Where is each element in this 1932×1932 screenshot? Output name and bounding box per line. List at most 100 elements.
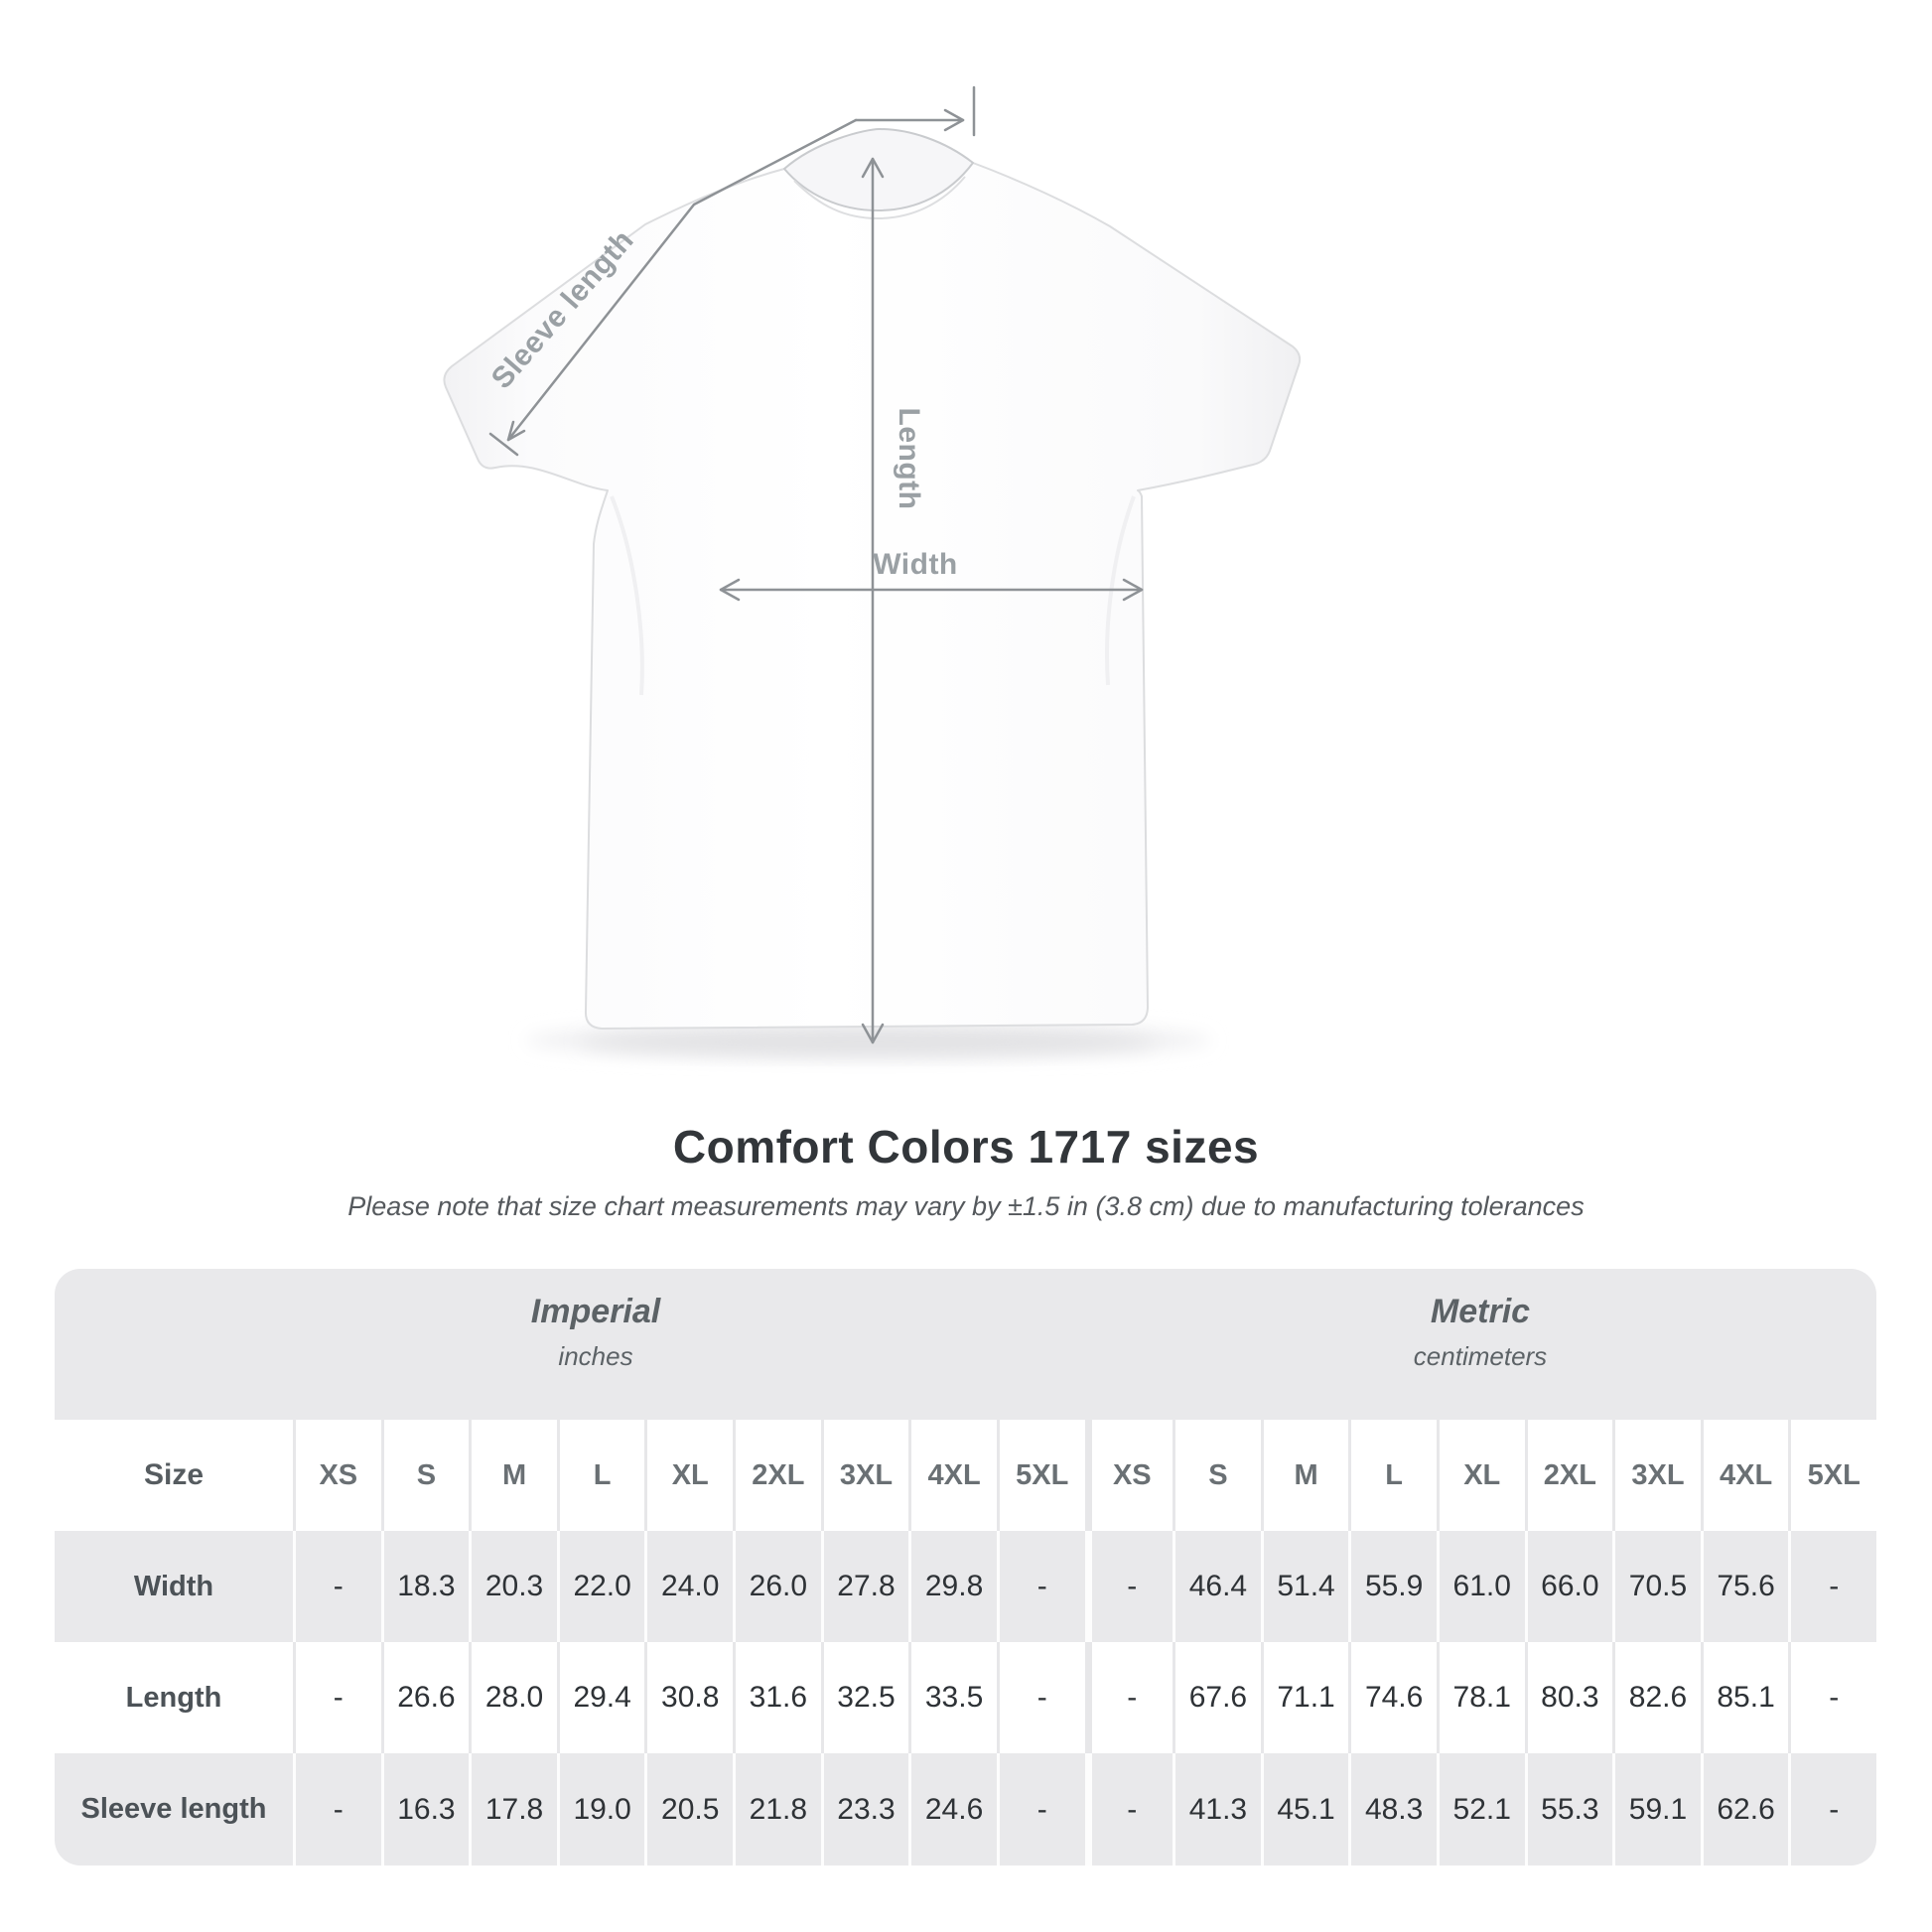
size-header: S [383,1420,470,1531]
table-cell: 70.5 [1615,1531,1701,1642]
length-measure: Length [861,157,925,1044]
width-label: Width [873,548,958,581]
table-cell: - [999,1753,1085,1865]
table-row-width: Width - 18.3 20.3 22.0 24.0 26.0 27.8 29… [55,1531,1876,1642]
table-cell: 32.5 [823,1642,909,1753]
metric-label: Metric [1430,1293,1531,1330]
shirt-shadow-inner [581,1031,1157,1054]
table-cell: 71.1 [1263,1642,1349,1753]
size-header: 4XL [1703,1420,1789,1531]
table-cell: 52.1 [1439,1753,1525,1865]
collar-stitch [793,176,966,220]
unit-header-band: Imperial inches Metric centimeters [55,1269,1876,1420]
table-cell: 75.6 [1703,1531,1789,1642]
table-cell: 29.8 [911,1531,997,1642]
size-header: 3XL [823,1420,909,1531]
table-cell: 24.6 [911,1753,997,1865]
table-cell: 62.6 [1703,1753,1789,1865]
size-header: 2XL [736,1420,821,1531]
size-column-header: Size [55,1420,293,1531]
sleeve-measure-diagonal-line [506,118,858,442]
table-cell: 51.4 [1263,1531,1349,1642]
table-cell: - [1791,1753,1876,1865]
size-header: XS [296,1420,381,1531]
table-cell: 80.3 [1527,1642,1613,1753]
size-header: M [1263,1420,1349,1531]
table-cell: - [1091,1531,1173,1642]
table-cell: 59.1 [1615,1753,1701,1865]
left-crease [610,495,644,696]
table-cell: - [999,1531,1085,1642]
length-label: Length [893,408,925,510]
table-cell: - [1091,1642,1173,1753]
table-cell: 26.0 [736,1531,821,1642]
table-row-length: Length - 26.6 28.0 29.4 30.8 31.6 32.5 3… [55,1642,1876,1753]
size-header: XS [1091,1420,1173,1531]
table-cell: 61.0 [1439,1531,1525,1642]
page-title: Comfort Colors 1717 sizes [672,1121,1260,1173]
table-cell: 18.3 [383,1531,470,1642]
table-cell: 16.3 [383,1753,470,1865]
table-cell: 55.9 [1351,1531,1437,1642]
metric-sublabel: centimeters [1413,1341,1548,1371]
table-cell: 78.1 [1439,1642,1525,1753]
table-cell: 22.0 [559,1531,645,1642]
table-cell: 17.8 [472,1753,557,1865]
table-cell: 46.4 [1175,1531,1261,1642]
row-label: Width [55,1531,293,1642]
table-cell: 33.5 [911,1642,997,1753]
table-cell: 67.6 [1175,1642,1261,1753]
table-cell: - [1091,1753,1173,1865]
table-cell: 74.6 [1351,1642,1437,1753]
table-cell: 82.6 [1615,1642,1701,1753]
sleeve-measure-arrowhead-tip [506,420,526,442]
size-header: 5XL [999,1420,1085,1531]
length-measure-arrowhead-bottom [861,1023,885,1044]
tshirt-measurement-diagram: Sleeve length Length Width [443,85,1302,1058]
table-cell: 29.4 [559,1642,645,1753]
sleeve-measure-end-tick-bottom [488,432,519,457]
size-header: L [1351,1420,1437,1531]
table-cell: 21.8 [736,1753,821,1865]
table-cell: 28.0 [472,1642,557,1753]
table-cell: 20.5 [647,1753,734,1865]
width-measure-arrowhead-right [1122,578,1144,602]
size-header: S [1175,1420,1261,1531]
size-header: 4XL [911,1420,997,1531]
width-measure-arrowhead-left [719,578,741,602]
imperial-unit-header: Imperial inches [531,1293,660,1372]
table-cell: - [1791,1531,1876,1642]
table-cell: 19.0 [559,1753,645,1865]
table-cell: 23.3 [823,1753,909,1865]
table-cell: 24.0 [647,1531,734,1642]
table-cell: - [296,1753,381,1865]
length-measure-arrowhead-top [861,157,885,179]
table-cell: - [999,1642,1085,1753]
table-row-sleeve-length: Sleeve length - 16.3 17.8 19.0 20.5 21.8… [55,1753,1876,1865]
table-cell: 20.3 [472,1531,557,1642]
table-cell: - [1791,1642,1876,1753]
table-cell: - [296,1642,381,1753]
size-chart-table: Imperial inches Metric centimeters Size … [55,1269,1876,1865]
table-cell: 41.3 [1175,1753,1261,1865]
size-header-row: Size XS S M L XL 2XL 3XL 4XL 5XL XS S M … [55,1420,1876,1531]
table-cell: 27.8 [823,1531,909,1642]
size-header: M [472,1420,557,1531]
table-cell: 85.1 [1703,1642,1789,1753]
size-header: XL [647,1420,734,1531]
imperial-sublabel: inches [558,1341,633,1371]
table-cell: 66.0 [1527,1531,1613,1642]
row-label: Length [55,1642,293,1753]
size-header: XL [1439,1420,1525,1531]
row-label: Sleeve length [55,1753,293,1865]
imperial-label: Imperial [530,1293,661,1330]
sleeve-measure-arrowhead-right [943,108,965,132]
size-header: 5XL [1791,1420,1876,1531]
page-subtitle: Please note that size chart measurements… [347,1191,1585,1221]
table-cell: 26.6 [383,1642,470,1753]
metric-unit-header: Metric centimeters [1414,1293,1547,1372]
table-cell: - [296,1531,381,1642]
size-header: L [559,1420,645,1531]
table-cell: 45.1 [1263,1753,1349,1865]
